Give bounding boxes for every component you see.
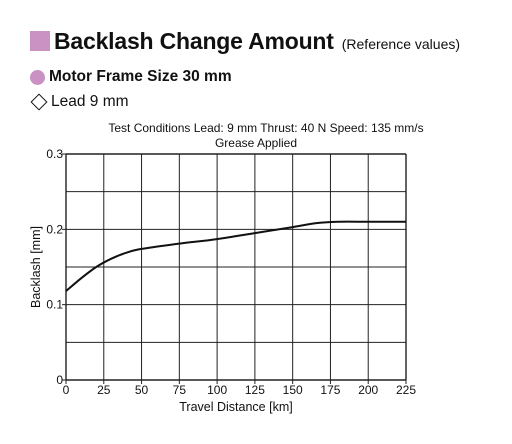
- test-conditions-line1: Test Conditions Lead: 9 mm Thrust: 40 N …: [108, 121, 424, 135]
- y-tick-label: 0.3: [46, 147, 63, 161]
- x-axis-ticks: 0 25 50 75 100 125 150 175 200 225: [63, 380, 416, 397]
- y-tick-label: 0: [56, 373, 63, 387]
- heading-square-icon: [30, 31, 50, 51]
- x-tick-label: 0: [63, 383, 70, 397]
- x-tick-label: 75: [173, 383, 187, 397]
- x-tick-label: 175: [320, 383, 340, 397]
- y-axis-ticks: 0 0.1 0.2 0.3: [46, 147, 66, 387]
- chart-subtitle: (Reference values): [341, 36, 461, 52]
- test-conditions-line2: Grease Applied: [214, 136, 298, 150]
- series-line: [65, 220, 406, 292]
- x-axis-label: Travel Distance [km]: [179, 400, 292, 414]
- lead-label: Lead 9 mm: [30, 93, 129, 111]
- y-axis-label: Backlash [mm]: [29, 226, 43, 308]
- x-tick-label: 150: [283, 383, 303, 397]
- y-tick-label: 0.1: [46, 298, 63, 312]
- x-tick-label: 25: [97, 383, 111, 397]
- chart-title: Backlash Change Amount: [54, 27, 334, 54]
- y-tick-label: 0.2: [46, 222, 63, 236]
- chart-grid: [65, 153, 407, 381]
- frame-size-label: Motor Frame Size 30 mm: [30, 68, 232, 86]
- frame-size-text: Motor Frame Size 30 mm: [49, 68, 232, 85]
- x-tick-label: 50: [135, 383, 149, 397]
- circle-bullet-icon: [30, 69, 45, 85]
- x-tick-label: 100: [207, 383, 227, 397]
- lead-text: Lead 9 mm: [51, 93, 129, 110]
- x-tick-label: 125: [245, 383, 265, 397]
- chart-heading: Backlash Change Amount (Reference values…: [30, 28, 460, 54]
- x-tick-label: 200: [358, 383, 378, 397]
- x-tick-label: 225: [396, 383, 416, 397]
